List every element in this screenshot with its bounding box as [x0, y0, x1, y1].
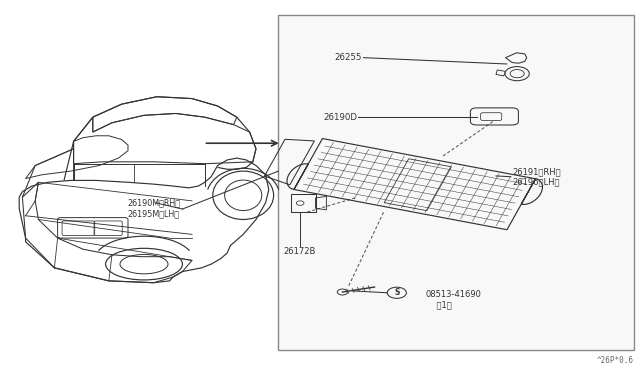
Text: S: S — [394, 288, 399, 297]
Text: 26255: 26255 — [334, 53, 362, 62]
Text: ^26P*0.6: ^26P*0.6 — [596, 356, 634, 365]
Text: 26190M〈RH〉
26195M〈LH〉: 26190M〈RH〉 26195M〈LH〉 — [127, 199, 180, 218]
Text: 26172B: 26172B — [284, 247, 316, 256]
Text: 26191〈RH〉
26196〈LH〉: 26191〈RH〉 26196〈LH〉 — [512, 167, 561, 186]
Bar — [278, 15, 634, 350]
Bar — [291, 194, 316, 212]
Text: 08513-41690
    （1）: 08513-41690 （1） — [426, 290, 481, 309]
Text: 26190D: 26190D — [323, 113, 357, 122]
